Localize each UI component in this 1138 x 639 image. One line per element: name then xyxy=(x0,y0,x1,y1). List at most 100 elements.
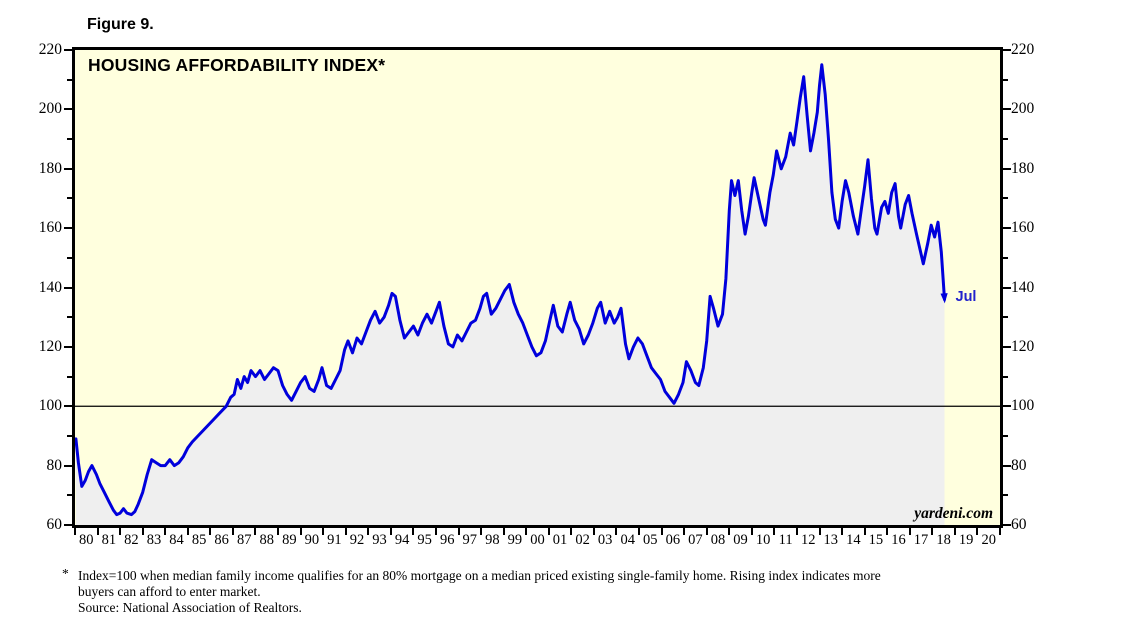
footnote-asterisk: * xyxy=(62,566,69,581)
x-axis-label: 97 xyxy=(462,532,478,548)
x-axis-label: 01 xyxy=(552,532,568,548)
y-minor-tick-right xyxy=(1003,494,1008,497)
x-axis-label: 89 xyxy=(282,532,297,548)
line-end-arrowhead xyxy=(940,293,948,304)
y-minor-tick-left xyxy=(67,78,72,81)
x-axis-label: 86 xyxy=(214,532,229,548)
x-axis-label: 15 xyxy=(868,532,884,548)
y-minor-tick-right xyxy=(1003,316,1008,319)
y-axis-label-right: 100 xyxy=(1011,397,1035,415)
x-axis-label: 93 xyxy=(372,532,387,548)
x-axis-label: 83 xyxy=(146,532,162,548)
x-axis-label: 99 xyxy=(507,532,523,548)
x-axis-tick xyxy=(389,528,392,535)
index-line xyxy=(75,63,946,517)
chart-frame: HOUSING AFFORDABILITY INDEX* yardeni.com… xyxy=(72,47,1003,528)
y-axis-label-left: 80 xyxy=(46,456,63,474)
x-axis-tick xyxy=(999,528,1001,535)
y-axis-label-right: 140 xyxy=(1011,278,1035,296)
x-axis-tick xyxy=(615,528,618,535)
x-axis-label: 95 xyxy=(417,532,432,548)
x-axis-tick xyxy=(773,528,776,535)
x-axis-tick xyxy=(908,528,911,535)
x-axis-tick xyxy=(750,528,753,535)
x-axis-label: 02 xyxy=(575,532,590,548)
footnote-source: Source: National Association of Realtors… xyxy=(78,600,302,615)
x-axis-tick xyxy=(683,528,686,535)
x-axis-tick xyxy=(186,528,189,535)
y-axis-label-left: 60 xyxy=(46,516,63,533)
x-axis-label: 98 xyxy=(485,532,500,548)
x-axis-label: 10 xyxy=(755,532,771,548)
x-axis-label: 87 xyxy=(236,532,252,548)
figure-label: Figure 9. xyxy=(87,16,154,33)
x-axis-label: 91 xyxy=(327,532,342,548)
y-axis-label-right: 80 xyxy=(1011,456,1027,474)
x-axis-tick xyxy=(818,528,821,535)
x-axis-tick xyxy=(841,528,844,535)
y-minor-tick-right xyxy=(1003,197,1008,200)
y-axis-label-left: 200 xyxy=(38,100,62,118)
y-major-tick-right xyxy=(1003,464,1011,467)
y-axis-label-left: 160 xyxy=(38,219,62,237)
footnote-line-1: Index=100 when median family income qual… xyxy=(78,568,881,583)
x-axis-label: 16 xyxy=(891,532,906,548)
x-axis-tick xyxy=(525,528,528,535)
footnote-line-2: buyers can afford to enter market. xyxy=(78,584,261,599)
chart-title: HOUSING AFFORDABILITY INDEX* xyxy=(88,55,386,75)
yardeni-watermark: yardeni.com xyxy=(914,505,993,522)
footnote: * Index=100 when median family income qu… xyxy=(60,566,1120,616)
x-axis-label: 19 xyxy=(958,532,974,548)
y-major-tick-right xyxy=(1003,227,1011,230)
y-axis-label-right: 220 xyxy=(1011,41,1035,58)
x-axis-label: 20 xyxy=(981,532,996,548)
y-minor-tick-right xyxy=(1003,434,1008,437)
x-axis-label: 84 xyxy=(169,532,184,548)
x-axis-label: 14 xyxy=(846,532,861,548)
x-axis-tick xyxy=(976,528,979,535)
x-axis-label: 03 xyxy=(597,532,613,548)
y-major-tick-left xyxy=(64,345,72,348)
y-minor-tick-left xyxy=(67,434,72,437)
last-point-label: Jul xyxy=(955,289,977,306)
x-axis-tick xyxy=(660,528,663,535)
x-axis-tick xyxy=(502,528,505,535)
x-axis-tick xyxy=(886,528,889,535)
y-axis-label-right: 60 xyxy=(1011,516,1027,533)
y-major-tick-left xyxy=(64,108,72,111)
y-major-tick-right xyxy=(1003,286,1011,289)
x-axis-tick xyxy=(367,528,370,535)
x-axis-label: 80 xyxy=(79,532,94,548)
y-major-tick-right xyxy=(1003,49,1011,51)
y-minor-tick-right xyxy=(1003,375,1008,378)
y-major-tick-left xyxy=(64,167,72,170)
x-axis-tick xyxy=(547,528,550,535)
y-major-tick-right xyxy=(1003,167,1011,170)
y-minor-tick-left xyxy=(67,197,72,200)
y-axis-label-right: 160 xyxy=(1011,219,1035,237)
x-axis-label: 04 xyxy=(620,532,635,548)
y-axis-label-left: 140 xyxy=(38,278,62,296)
x-axis-tick xyxy=(728,528,731,535)
x-axis-tick xyxy=(570,528,573,535)
x-axis-label: 11 xyxy=(778,532,793,548)
x-axis-label: 82 xyxy=(124,532,139,548)
x-axis-label: 88 xyxy=(259,532,275,548)
x-axis-tick xyxy=(953,528,956,535)
y-major-tick-left xyxy=(64,286,72,289)
x-axis-tick xyxy=(344,528,347,535)
y-major-tick-left xyxy=(64,464,72,467)
x-axis-tick xyxy=(592,528,595,535)
y-major-tick-right xyxy=(1003,524,1011,526)
y-minor-tick-left xyxy=(67,494,72,497)
y-major-tick-right xyxy=(1003,108,1011,111)
x-axis-label: 07 xyxy=(688,532,703,548)
x-axis-tick xyxy=(299,528,302,535)
x-axis-label: 17 xyxy=(913,532,929,548)
y-major-tick-left xyxy=(64,405,72,408)
x-axis-label: 06 xyxy=(665,532,681,548)
x-axis-tick xyxy=(141,528,144,535)
x-axis-tick xyxy=(119,528,122,535)
x-axis-tick xyxy=(277,528,280,535)
